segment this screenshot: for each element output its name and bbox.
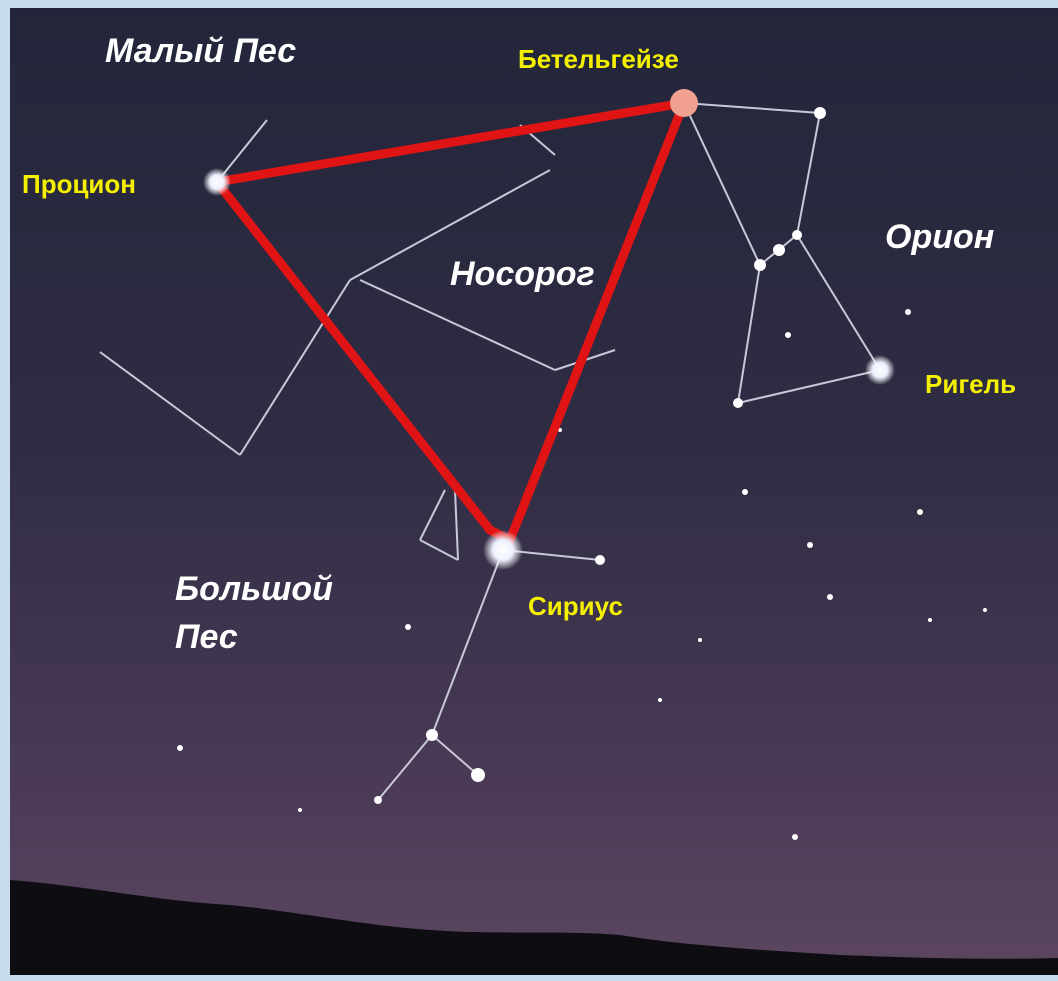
constellation-label: Орион [885,218,994,256]
page: Малый Пес Орион Носорог Большой Пес Бете… [0,0,1058,981]
sky-map: Малый Пес Орион Носорог Большой Пес Бете… [0,0,1058,981]
star-label: Ригель [925,369,1016,399]
procyon-star [203,168,231,196]
betelgeuse-star [670,89,698,117]
constellation-label: Малый Пес [105,32,296,70]
star-label: Сириус [528,591,623,621]
sirius-star [483,530,523,570]
star-label: Бетельгейзе [518,44,679,74]
constellation-label: Большой [175,570,333,608]
constellation-label: Носорог [450,255,595,293]
star-label: Процион [22,169,136,199]
constellation-label: Пес [175,618,238,656]
rigel-star [865,355,895,385]
